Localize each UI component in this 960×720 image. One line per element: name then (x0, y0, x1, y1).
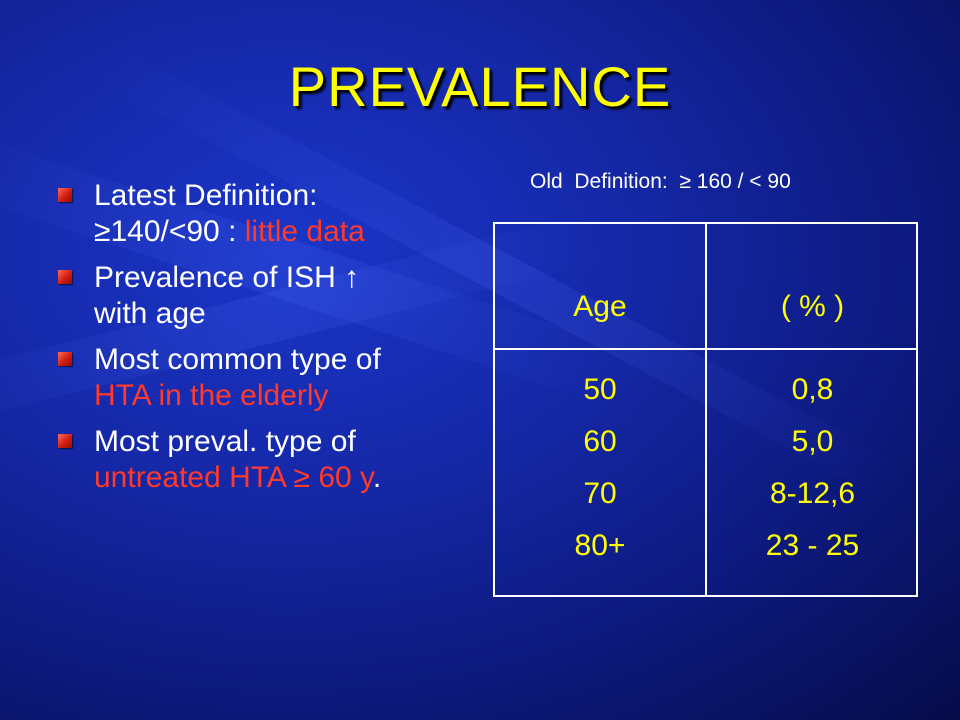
table-divider (705, 224, 707, 595)
bullet-most-prevalent-untreated: Most preval. type of untreated HTA ≥ 60 … (56, 424, 476, 496)
table-cell-age: 50 (583, 373, 617, 406)
highlight-text: HTA in the elderly (94, 379, 329, 412)
bullet-prevalence-ish: Prevalence of ISH ↑ with age (56, 260, 476, 332)
bullet-text: Prevalence of ISH ↑ (94, 261, 360, 294)
bullet-text: Most common type of (94, 343, 381, 376)
highlight-text: untreated HTA ≥ 60 y (94, 461, 373, 494)
old-definition-note: Old Definition: ≥ 160 / < 90 (530, 170, 791, 193)
prevalence-table: Age ( % ) 50 60 70 80+ 0,8 5,0 8-12,6 23… (493, 222, 918, 597)
table-cell-age: 80+ (574, 529, 626, 562)
bullet-list: Latest Definition: ≥140/<90 : little dat… (56, 178, 476, 506)
bullet-text-segment: . (372, 461, 382, 494)
bullet-most-common-type: Most common type of HTA in the elderly (56, 342, 476, 414)
table-cell-percent: 0,8 (791, 373, 834, 406)
table-cell-percent: 5,0 (791, 425, 834, 458)
bullet-square-icon (58, 270, 72, 284)
bullet-square-icon (58, 434, 72, 448)
bullet-text: with age (94, 297, 206, 330)
bullet-square-icon (58, 352, 72, 366)
table-cell-age: 70 (583, 477, 617, 510)
table-cell-percent: 23 - 25 (765, 529, 860, 562)
age-column: 50 60 70 80+ (495, 364, 705, 572)
bullet-text: ≥140/<90 : little data (94, 214, 476, 250)
header-percent: ( % ) (780, 290, 845, 323)
bullet-latest-definition: Latest Definition: ≥140/<90 : little dat… (56, 178, 476, 250)
bullet-text: untreated HTA ≥ 60 y. (94, 460, 476, 496)
percent-column: 0,8 5,0 8-12,6 23 - 25 (707, 364, 918, 572)
header-age: Age (573, 290, 627, 323)
table-divider (495, 348, 916, 350)
slide-title: PREVALENCE (288, 55, 672, 118)
table-cell-age: 60 (583, 425, 617, 458)
bullet-square-icon (58, 188, 72, 202)
bullet-text-segment: ≥140/<90 : (94, 215, 245, 248)
bullet-text: Latest Definition: (94, 179, 318, 212)
bullet-text: Most preval. type of (94, 425, 356, 458)
highlight-text: little data (244, 215, 365, 248)
table-cell-percent: 8-12,6 (769, 477, 856, 510)
